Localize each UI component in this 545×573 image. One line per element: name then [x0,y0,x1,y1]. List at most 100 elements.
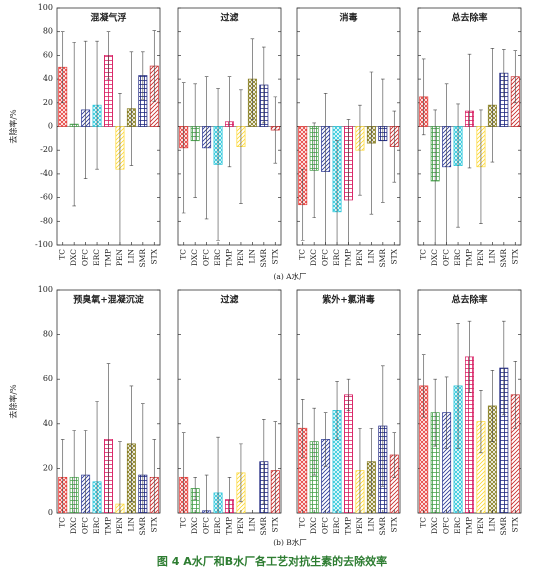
y-tick-label: 100 [38,3,53,12]
error-bar [106,363,111,513]
error-bar [392,110,397,183]
x-tick-label: ERC [453,249,462,266]
x-tick-label: TMP [344,249,353,267]
error-bar [181,82,186,214]
x-tick-label: TC [179,249,188,260]
panel: 总去除率 TC DXC OFC ERC TMP PEN LIN SMR STX [417,289,522,536]
x-tick-label: STX [149,248,158,264]
panel-title: 消毒 [339,12,357,24]
x-tick-label: LIN [126,249,135,264]
x-tick-label: LIN [366,249,375,264]
bars [179,38,280,241]
error-bar [72,430,76,513]
x-tick-label: ERC [213,517,222,534]
panel: 总去除率 TC DXC OFC ERC TMP PEN LIN SMR STX [417,7,522,268]
x-tick-label: PEN [236,517,245,535]
error-bar [421,58,426,136]
error-bar [216,88,220,241]
error-bar [456,103,460,228]
x-tick-label: SMR [499,249,508,268]
x-tick-label: DXC [190,517,199,534]
x-tick-label: SMR [499,517,508,536]
error-bar [227,477,232,513]
y-tick-label: 60 [43,374,53,383]
x-tick-label: TMP [225,249,234,267]
x-tick-label: ERC [92,249,101,266]
y-tick-label: -60 [40,193,53,202]
bars [419,320,520,513]
error-bar [312,122,316,219]
x-tick-label: SMR [259,249,268,268]
y-tick-label: -100 [35,240,53,249]
error-bar [513,361,518,429]
error-bar [421,354,426,418]
x-tick-label: SMR [138,249,147,268]
error-bar [502,49,506,98]
error-bar [273,96,278,164]
error-bar [72,42,76,207]
error-bar [129,385,134,503]
x-tick-label: OFC [202,249,211,266]
x-tick-label: TMP [225,517,234,535]
error-bar [323,93,328,245]
bars [58,363,159,513]
error-bar [239,89,243,204]
error-bar [479,390,483,454]
error-bar [95,401,99,513]
error-bar [227,76,232,168]
x-tick-label: OFC [442,517,451,534]
error-bar [456,323,460,449]
y-axis-label: 去除率/% [8,384,18,419]
error-bar [239,443,243,503]
error-bar [490,47,495,163]
x-tick-label: DXC [309,249,318,266]
y-tick-label: 0 [48,122,53,131]
x-tick-label: LIN [487,249,496,264]
error-bar [193,477,197,500]
x-tick-label: TC [179,517,188,528]
x-tick-label: SMR [378,249,387,268]
panel-title: 紫外+氯消毒 [322,294,375,306]
error-bar [335,381,339,440]
x-tick-label: LIN [247,517,256,532]
y-tick-label: 40 [43,74,53,83]
error-bar [118,93,122,245]
x-tick-label: OFC [442,249,451,266]
x-tick-label: PEN [236,249,245,267]
error-bar [444,376,449,449]
bars [419,47,520,245]
x-tick-label: TMP [104,517,113,535]
bars [179,419,280,513]
bars [298,365,399,513]
error-bar [369,71,374,215]
panel-title: 过滤 [220,12,238,24]
x-tick-label: TC [298,517,307,528]
error-bar [513,50,518,104]
panel-title: 预臭氧+混凝沉淀 [73,294,145,306]
y-tick-label: 80 [43,330,53,339]
error-bar [60,439,65,513]
x-tick-label: STX [389,516,398,532]
x-tick-label: SMR [378,517,387,536]
x-tick-label: OFC [321,517,330,534]
error-bar [129,51,134,166]
x-tick-label: PEN [476,249,485,267]
error-bar [152,30,157,102]
panel: 过滤 TC DXC OFC ERC TMP PEN LIN SMR STX [177,7,282,268]
error-bar [323,412,328,467]
y-tick-label: -20 [40,145,53,154]
error-bar [381,365,385,487]
panel: 紫外+氯消毒 TC DXC OFC ERC TMP PEN LIN SMR STX [296,289,401,536]
error-bar [502,320,506,416]
y-tick-label: 20 [43,463,53,472]
error-bar [216,436,220,513]
x-tick-label: TC [58,517,67,528]
x-tick-label: TMP [465,249,474,267]
x-tick-label: SMR [259,517,268,536]
bars [298,71,399,245]
x-tick-label: STX [389,248,398,264]
panel-title: 总去除率 [451,294,487,306]
x-tick-label: SMR [138,517,147,536]
error-bar [141,51,145,100]
